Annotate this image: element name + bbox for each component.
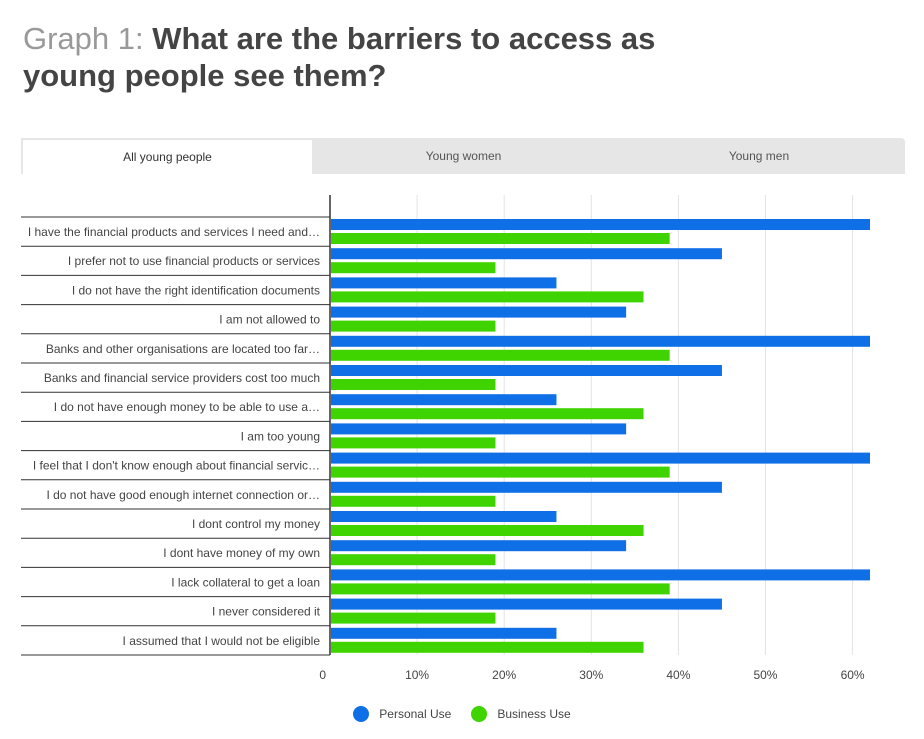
bar-business-use (331, 641, 644, 653)
x-tick-label: 50% (753, 668, 777, 682)
bar-business-use (331, 262, 496, 274)
category-label: Banks and other organisations are locate… (46, 342, 320, 356)
bar-chart: I have the financial products and servic… (21, 195, 870, 682)
x-tick-label: 0 (319, 668, 326, 682)
bar-business-use (331, 466, 670, 478)
legend-label-personal: Personal Use (379, 707, 452, 721)
category-label: I am not allowed to (219, 313, 320, 327)
category-label: I feel that I don't know enough about fi… (33, 459, 320, 473)
bar-personal-use (331, 627, 557, 639)
legend: Personal Use Business Use (0, 706, 924, 722)
category-label: I am too young (241, 429, 320, 443)
tab-young-women[interactable]: Young women (425, 149, 502, 163)
title-main: What are the barriers to access as young… (23, 21, 656, 93)
bar-business-use (331, 408, 644, 420)
category-label: I do not have the right identification d… (72, 283, 320, 297)
bar-business-use (331, 495, 496, 507)
category-label: I have the financial products and servic… (28, 225, 320, 239)
category-label: I dont have money of my own (163, 546, 320, 560)
x-tick-label: 10% (405, 668, 429, 682)
bar-personal-use (331, 277, 557, 289)
category-label: I lack collateral to get a loan (171, 575, 320, 589)
bar-personal-use (331, 365, 722, 376)
chart-title: Graph 1: What are the barriers to access… (23, 20, 723, 94)
category-label: Banks and financial service providers co… (44, 371, 320, 385)
bar-personal-use (331, 219, 870, 230)
tab-bar: All young people Young women Young men (21, 138, 905, 174)
bar-personal-use (331, 598, 722, 610)
bar-business-use (331, 291, 644, 303)
legend-swatch-personal (353, 706, 370, 722)
x-tick-label: 20% (492, 668, 516, 682)
bar-business-use (331, 525, 644, 536)
category-label: I do not have good enough internet conne… (46, 488, 320, 502)
bar-personal-use (331, 248, 722, 260)
category-label: I never considered it (212, 605, 321, 619)
legend-label-business: Business Use (497, 707, 571, 721)
category-label: I prefer not to use financial products o… (68, 254, 320, 268)
legend-swatch-business (471, 706, 488, 722)
bar-personal-use (331, 481, 722, 493)
bar-business-use (331, 349, 670, 361)
x-tick-label: 60% (841, 668, 865, 682)
bar-business-use (331, 583, 670, 595)
bar-personal-use (331, 394, 557, 406)
legend-item-personal[interactable]: Personal Use (353, 706, 451, 722)
bar-business-use (331, 379, 496, 390)
bar-personal-use (331, 511, 557, 522)
x-tick-label: 40% (666, 668, 690, 682)
bar-personal-use (331, 423, 627, 435)
category-label: I assumed that I would not be eligible (123, 634, 321, 648)
category-label: I dont control my money (192, 517, 320, 531)
bar-business-use (331, 437, 496, 449)
tab-young-men[interactable]: Young men (728, 149, 790, 163)
bar-personal-use (331, 452, 870, 464)
bar-business-use (331, 554, 496, 566)
bar-business-use (331, 320, 496, 332)
tab-all-young-people[interactable]: All young people (21, 138, 314, 174)
title-prefix: Graph 1: (23, 21, 153, 56)
bar-personal-use (331, 540, 627, 552)
x-tick-label: 30% (579, 668, 603, 682)
bar-personal-use (331, 306, 627, 318)
bar-business-use (331, 612, 496, 624)
category-label: I do not have enough money to be able to… (54, 400, 320, 414)
bar-business-use (331, 233, 670, 244)
bar-personal-use (331, 335, 870, 347)
legend-item-business[interactable]: Business Use (471, 706, 571, 722)
bar-personal-use (331, 569, 870, 581)
